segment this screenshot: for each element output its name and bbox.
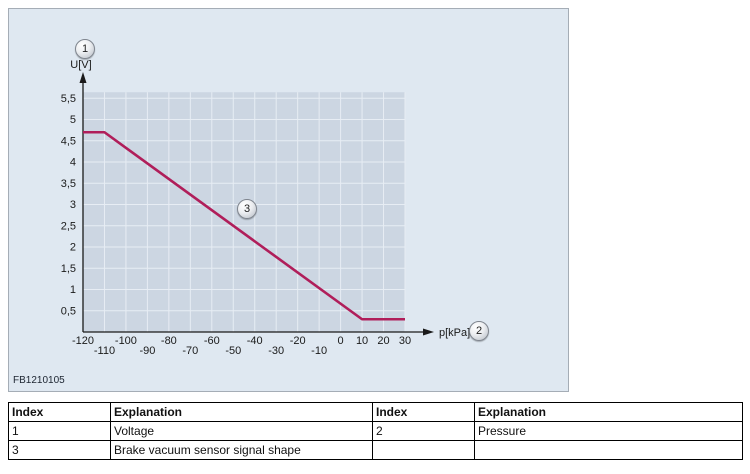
legend-cell-voltage: Voltage <box>110 421 373 441</box>
svg-text:0: 0 <box>338 335 344 347</box>
svg-text:2: 2 <box>70 242 76 254</box>
svg-text:-110: -110 <box>94 345 115 357</box>
legend-header-row: Index Explanation Index Explanation <box>8 402 743 422</box>
svg-text:3,5: 3,5 <box>61 178 76 190</box>
svg-text:-30: -30 <box>268 345 284 357</box>
svg-text:1: 1 <box>70 284 76 296</box>
tick-labels: 0,511,522,533,544,555,5-120-110-100-90-8… <box>61 59 470 357</box>
svg-text:20: 20 <box>377 335 389 347</box>
x-axis-arrow-icon <box>423 328 434 336</box>
y-axis-arrow-icon <box>79 72 87 83</box>
legend-cell-pressure: Pressure <box>474 421 743 441</box>
svg-text:5,5: 5,5 <box>61 93 76 105</box>
svg-text:-120: -120 <box>72 335 94 347</box>
svg-text:-10: -10 <box>311 345 327 357</box>
svg-text:-20: -20 <box>290 335 306 347</box>
legend-row-2: 3 Brake vacuum sensor signal shape <box>8 440 743 460</box>
svg-text:30: 30 <box>399 335 411 347</box>
svg-text:-40: -40 <box>247 335 263 347</box>
svg-text:1,5: 1,5 <box>61 263 76 275</box>
svg-text:4,5: 4,5 <box>61 135 76 147</box>
svg-text:3: 3 <box>70 199 76 211</box>
svg-text:-50: -50 <box>225 345 241 357</box>
legend-row-1: 1 Voltage 2 Pressure <box>8 421 743 441</box>
legend-cell-index-3: 3 <box>8 440 111 460</box>
figure-panel: 0,5 1 1,5 2 2,5 3 3,5 4 4,5 5 5,5 -120 -110 -100 -90 -8… <box>8 8 569 392</box>
legend-cell-index-2: 2 <box>372 421 475 441</box>
callout-3-badge: 3 <box>237 199 257 219</box>
svg-text:4: 4 <box>70 157 76 169</box>
callout-2-badge: 2 <box>469 321 489 341</box>
svg-text:-70: -70 <box>182 345 198 357</box>
legend-cell-empty-2 <box>474 440 743 460</box>
legend-table: Index Explanation Index Explanation 1 Vo… <box>8 402 743 460</box>
figure-code: FB1210105 <box>13 375 65 386</box>
svg-text:10: 10 <box>356 335 368 347</box>
legend-cell-index-1: 1 <box>8 421 111 441</box>
legend-header-index-1: Index <box>8 402 111 422</box>
svg-text:0,5: 0,5 <box>61 305 76 317</box>
svg-text:-100: -100 <box>115 335 137 347</box>
svg-text:-90: -90 <box>139 345 155 357</box>
legend-cell-empty-1 <box>372 440 475 460</box>
svg-text:-80: -80 <box>161 335 177 347</box>
legend-cell-signal-shape: Brake vacuum sensor signal shape <box>110 440 373 460</box>
y-axis-label: U[V] <box>70 59 91 71</box>
svg-text:5: 5 <box>70 114 76 126</box>
signal-line <box>83 130 405 321</box>
x-axis-label: p[kPa] <box>439 327 470 339</box>
callout-1-badge: 1 <box>75 39 95 59</box>
legend-header-index-2: Index <box>372 402 475 422</box>
svg-text:-60: -60 <box>204 335 220 347</box>
signal-chart: 0,511,522,533,544,555,5-120-110-100-90-8… <box>61 59 470 357</box>
legend-header-explanation-1: Explanation <box>110 402 373 422</box>
svg-text:2,5: 2,5 <box>61 220 76 232</box>
legend-header-explanation-2: Explanation <box>474 402 743 422</box>
